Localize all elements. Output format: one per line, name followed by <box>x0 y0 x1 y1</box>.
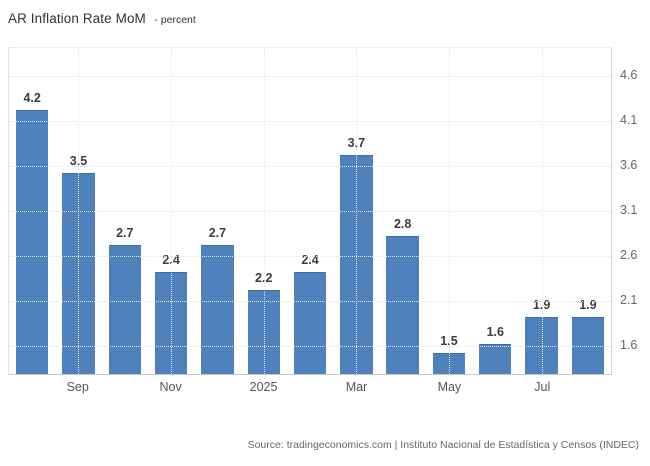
x-tick-label: Nov <box>159 380 182 394</box>
x-tick-label: Sep <box>66 380 89 394</box>
bar[interactable] <box>108 245 141 374</box>
x-tick-label: 2025 <box>249 380 278 394</box>
y-tick-label: 2.6 <box>620 248 638 263</box>
bar-value-label: 1.6 <box>486 325 504 340</box>
y-gridline <box>9 256 611 258</box>
bar-slot: 1.6 <box>472 48 518 374</box>
bar[interactable] <box>201 245 234 374</box>
source-attribution: Source: tradingeconomics.com | Instituto… <box>247 439 639 451</box>
y-tick-label: 3.1 <box>620 203 638 218</box>
y-gridline <box>9 120 611 122</box>
y-tick-label: 2.1 <box>620 293 638 308</box>
y-gridline <box>9 346 611 348</box>
bar[interactable] <box>386 236 419 374</box>
y-gridline <box>9 301 611 303</box>
bar-slot: 2.4 <box>287 48 333 374</box>
bar-value-label: 2.7 <box>208 226 227 241</box>
y-gridline <box>9 166 611 168</box>
bar[interactable] <box>293 272 327 374</box>
x-tick-label: Mar <box>345 380 368 394</box>
bar[interactable] <box>479 344 512 374</box>
x-gridline <box>263 48 265 374</box>
chart-unit-subtitle: - percent <box>154 14 196 26</box>
y-tick-label: 1.6 <box>620 338 638 353</box>
bar-slot: 2.7 <box>194 48 240 374</box>
y-tick-label: 4.6 <box>620 67 638 82</box>
bar-series: 4.2 3.5 2.7 2.4 2.7 2.2 2.4 3.7 2.8 1.5 1.6 1.9 1.9 <box>9 48 611 374</box>
plot-area: 4.2 3.5 2.7 2.4 2.7 2.2 2.4 3.7 2.8 1.5 1.6 1.9 1.9 <box>8 47 612 375</box>
chart-header: AR Inflation Rate MoM - percent <box>8 10 196 28</box>
page-title: AR Inflation Rate MoM <box>8 11 146 26</box>
x-gridline <box>356 48 358 374</box>
y-tick-label: 3.6 <box>620 158 638 173</box>
bar-slot: 2.8 <box>380 48 426 374</box>
bar[interactable] <box>571 317 605 374</box>
x-gridline <box>171 48 173 374</box>
y-tick-label: 4.1 <box>620 112 638 127</box>
x-gridline <box>541 48 543 374</box>
bar-slot: 2.7 <box>102 48 148 374</box>
x-gridline <box>448 48 450 374</box>
bar-value-label: 2.8 <box>393 217 412 232</box>
x-tick-label: Jul <box>534 380 551 394</box>
y-gridline <box>9 75 611 77</box>
x-tick-label: May <box>437 380 462 394</box>
bar-value-label: 2.7 <box>116 226 134 241</box>
bar-value-label: 4.2 <box>23 90 41 105</box>
bar-slot: 1.9 <box>565 48 611 374</box>
y-gridline <box>9 211 611 213</box>
x-gridline <box>78 48 80 374</box>
bar[interactable] <box>15 109 49 374</box>
bar-slot: 4.2 <box>9 48 55 374</box>
